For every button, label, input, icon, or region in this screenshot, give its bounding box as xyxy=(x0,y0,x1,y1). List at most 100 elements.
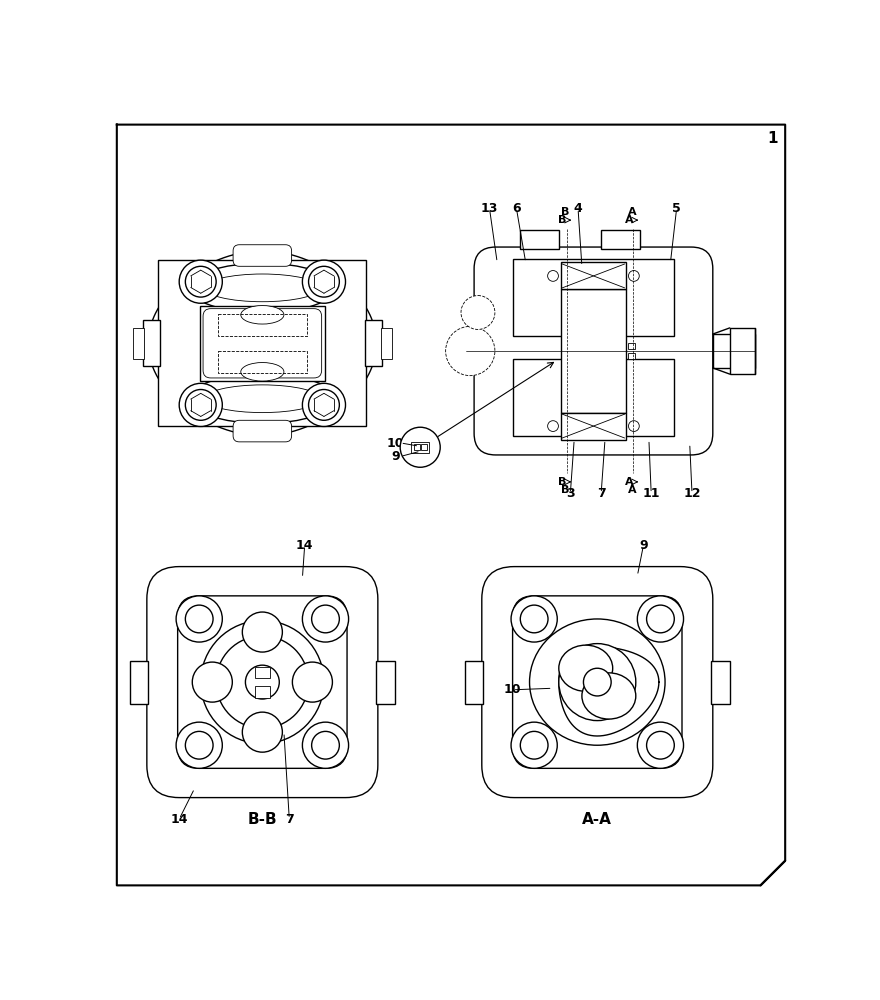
Text: 10: 10 xyxy=(504,683,521,696)
Bar xyxy=(513,259,674,336)
Text: B: B xyxy=(558,477,566,487)
Ellipse shape xyxy=(582,673,635,719)
Text: 9: 9 xyxy=(639,539,648,552)
Ellipse shape xyxy=(583,668,611,696)
Text: 13: 13 xyxy=(480,202,498,215)
Ellipse shape xyxy=(303,383,346,426)
Ellipse shape xyxy=(180,383,223,426)
Text: A: A xyxy=(625,215,634,225)
FancyBboxPatch shape xyxy=(147,567,378,798)
Bar xyxy=(254,667,270,678)
Ellipse shape xyxy=(205,385,320,413)
Bar xyxy=(561,262,627,289)
FancyBboxPatch shape xyxy=(474,247,713,455)
Text: 4: 4 xyxy=(574,202,583,215)
Bar xyxy=(217,351,307,373)
Ellipse shape xyxy=(647,605,674,633)
Ellipse shape xyxy=(186,266,216,297)
Ellipse shape xyxy=(189,374,335,423)
Text: 6: 6 xyxy=(512,202,521,215)
Text: A-A: A-A xyxy=(583,812,612,827)
Ellipse shape xyxy=(193,662,232,702)
Bar xyxy=(217,314,307,336)
Ellipse shape xyxy=(176,596,223,642)
Bar xyxy=(627,353,635,359)
Ellipse shape xyxy=(547,271,559,281)
Ellipse shape xyxy=(637,722,684,768)
Ellipse shape xyxy=(189,263,335,312)
Ellipse shape xyxy=(312,605,340,633)
Ellipse shape xyxy=(309,390,340,420)
Bar xyxy=(465,661,483,704)
Text: B: B xyxy=(561,485,569,495)
Ellipse shape xyxy=(180,260,223,303)
Ellipse shape xyxy=(186,605,213,633)
Bar xyxy=(711,661,730,704)
Bar xyxy=(130,661,149,704)
Bar xyxy=(601,230,640,249)
Text: 11: 11 xyxy=(642,487,660,500)
Ellipse shape xyxy=(303,722,348,768)
Text: 14: 14 xyxy=(171,813,188,826)
Text: B: B xyxy=(558,215,566,225)
Bar xyxy=(513,359,674,436)
Text: 5: 5 xyxy=(672,202,681,215)
Bar xyxy=(421,444,427,450)
Ellipse shape xyxy=(303,596,348,642)
Text: 14: 14 xyxy=(296,539,313,552)
Ellipse shape xyxy=(201,620,324,744)
FancyBboxPatch shape xyxy=(178,596,347,768)
Ellipse shape xyxy=(530,619,665,745)
Ellipse shape xyxy=(559,645,612,691)
Text: A: A xyxy=(625,477,634,487)
Bar xyxy=(254,686,270,698)
Ellipse shape xyxy=(628,421,639,431)
Bar xyxy=(133,328,143,359)
FancyBboxPatch shape xyxy=(513,596,682,768)
Ellipse shape xyxy=(559,644,635,721)
Ellipse shape xyxy=(242,612,282,652)
Ellipse shape xyxy=(246,665,279,699)
Bar xyxy=(377,661,395,704)
Ellipse shape xyxy=(303,260,346,303)
Ellipse shape xyxy=(520,605,548,633)
Text: 7: 7 xyxy=(285,813,294,826)
Bar xyxy=(200,306,325,381)
Ellipse shape xyxy=(186,731,213,759)
Ellipse shape xyxy=(400,427,440,467)
Ellipse shape xyxy=(511,722,557,768)
Bar xyxy=(713,334,755,368)
Ellipse shape xyxy=(292,662,333,702)
Text: 7: 7 xyxy=(597,487,605,500)
Text: 3: 3 xyxy=(566,487,575,500)
Bar xyxy=(143,320,160,366)
Bar xyxy=(414,444,421,450)
Ellipse shape xyxy=(241,363,284,381)
Bar xyxy=(627,343,635,349)
Ellipse shape xyxy=(186,390,216,420)
Ellipse shape xyxy=(520,731,548,759)
Ellipse shape xyxy=(628,271,639,281)
Ellipse shape xyxy=(647,731,674,759)
Ellipse shape xyxy=(242,712,282,752)
Ellipse shape xyxy=(309,266,340,297)
Text: B-B: B-B xyxy=(247,812,277,827)
Bar xyxy=(561,289,627,413)
Bar xyxy=(561,413,627,440)
Bar xyxy=(381,328,392,359)
Ellipse shape xyxy=(637,596,684,642)
Bar xyxy=(411,442,429,453)
Bar xyxy=(520,230,559,249)
Polygon shape xyxy=(559,647,659,736)
FancyBboxPatch shape xyxy=(233,245,291,266)
Text: 12: 12 xyxy=(683,487,700,500)
Text: 9: 9 xyxy=(392,450,400,463)
Text: B: B xyxy=(561,207,569,217)
Ellipse shape xyxy=(216,636,309,728)
FancyBboxPatch shape xyxy=(203,309,322,378)
Text: 1: 1 xyxy=(767,131,778,146)
Ellipse shape xyxy=(461,296,495,329)
Bar xyxy=(730,328,755,374)
Text: 10: 10 xyxy=(387,437,404,450)
Ellipse shape xyxy=(511,596,557,642)
